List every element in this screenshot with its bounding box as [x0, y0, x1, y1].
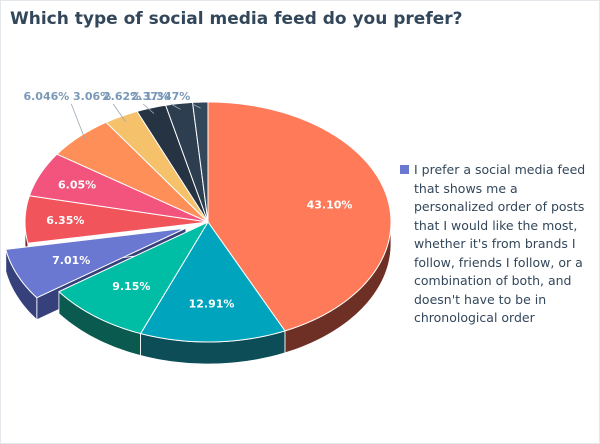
slice-label-9: 2.37%: [131, 90, 169, 103]
pie-labels: 43.10% 12.91% 9.15% 7.01% 6.35% 6.05% 6.046% 3.…: [23, 90, 352, 311]
slice-label-3: 7.01%: [52, 254, 90, 267]
leader-line-9: [170, 103, 181, 110]
pie-slice-10: [192, 101, 209, 223]
leader-line-8: [142, 103, 155, 114]
slice-label-5: 6.05%: [58, 179, 96, 192]
leader-line-10: [192, 103, 201, 109]
pie-slice-3: [5, 227, 187, 299]
pie-slice-4: [24, 195, 209, 244]
slice-label-0: 43.10%: [307, 198, 353, 211]
pie-slice-6: [56, 121, 209, 223]
pie-slice-0: [207, 101, 392, 332]
slice-label-6: 6.046%: [23, 90, 69, 103]
legend-label: I prefer a social media feed that shows …: [414, 162, 586, 325]
chart-title: Which type of social media feed do you p…: [10, 9, 463, 29]
slice-label-8: 2.62%: [103, 90, 141, 103]
slice-label-7: 3.06%: [73, 90, 111, 103]
legend-swatch: [400, 165, 409, 174]
slice-label-10: 1.347%: [144, 90, 190, 103]
leader-line-6: [70, 103, 87, 142]
pie-slice-2: [58, 221, 209, 335]
slice-label-1: 12.91%: [189, 298, 235, 311]
pie-tops: [5, 101, 392, 343]
slice-label-2: 9.15%: [112, 280, 150, 293]
pie-slice-5: [28, 153, 209, 223]
leader-line-7: [112, 103, 126, 122]
pie-slice-8: [136, 104, 209, 223]
pie-slice-9: [165, 101, 209, 223]
slice-label-4: 6.35%: [46, 214, 84, 227]
chart-legend: I prefer a social media feed that shows …: [400, 161, 596, 328]
pie-slice-1: [140, 221, 286, 343]
pie-slice-7: [105, 110, 209, 223]
